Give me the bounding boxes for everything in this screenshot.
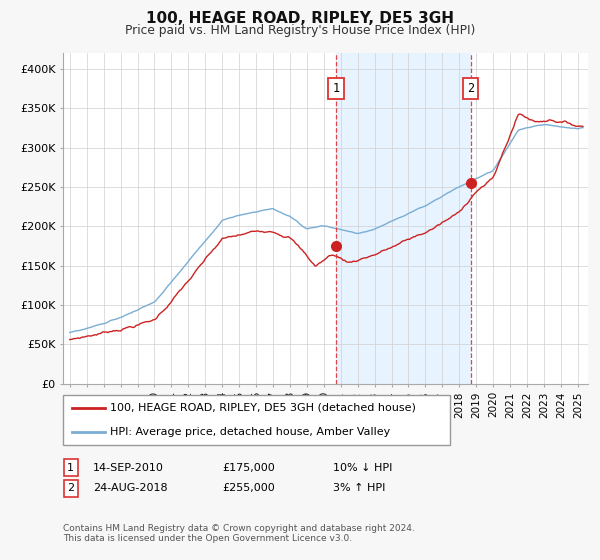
- Text: £175,000: £175,000: [222, 463, 275, 473]
- Text: 14-SEP-2010: 14-SEP-2010: [93, 463, 164, 473]
- Text: 2: 2: [67, 483, 74, 493]
- Text: £255,000: £255,000: [222, 483, 275, 493]
- Text: 1: 1: [67, 463, 74, 473]
- Text: 100, HEAGE ROAD, RIPLEY, DE5 3GH: 100, HEAGE ROAD, RIPLEY, DE5 3GH: [146, 11, 454, 26]
- Text: 100, HEAGE ROAD, RIPLEY, DE5 3GH (detached house): 100, HEAGE ROAD, RIPLEY, DE5 3GH (detach…: [110, 403, 416, 413]
- Text: This data is licensed under the Open Government Licence v3.0.: This data is licensed under the Open Gov…: [63, 534, 352, 543]
- Text: Contains HM Land Registry data © Crown copyright and database right 2024.: Contains HM Land Registry data © Crown c…: [63, 524, 415, 533]
- Text: 10% ↓ HPI: 10% ↓ HPI: [333, 463, 392, 473]
- Text: 1: 1: [332, 82, 340, 95]
- Bar: [336, 53, 470, 384]
- Text: 3% ↑ HPI: 3% ↑ HPI: [333, 483, 385, 493]
- Text: 24-AUG-2018: 24-AUG-2018: [93, 483, 167, 493]
- Text: Price paid vs. HM Land Registry's House Price Index (HPI): Price paid vs. HM Land Registry's House …: [125, 24, 475, 36]
- Text: HPI: Average price, detached house, Amber Valley: HPI: Average price, detached house, Ambe…: [110, 427, 390, 437]
- Text: 2: 2: [467, 82, 474, 95]
